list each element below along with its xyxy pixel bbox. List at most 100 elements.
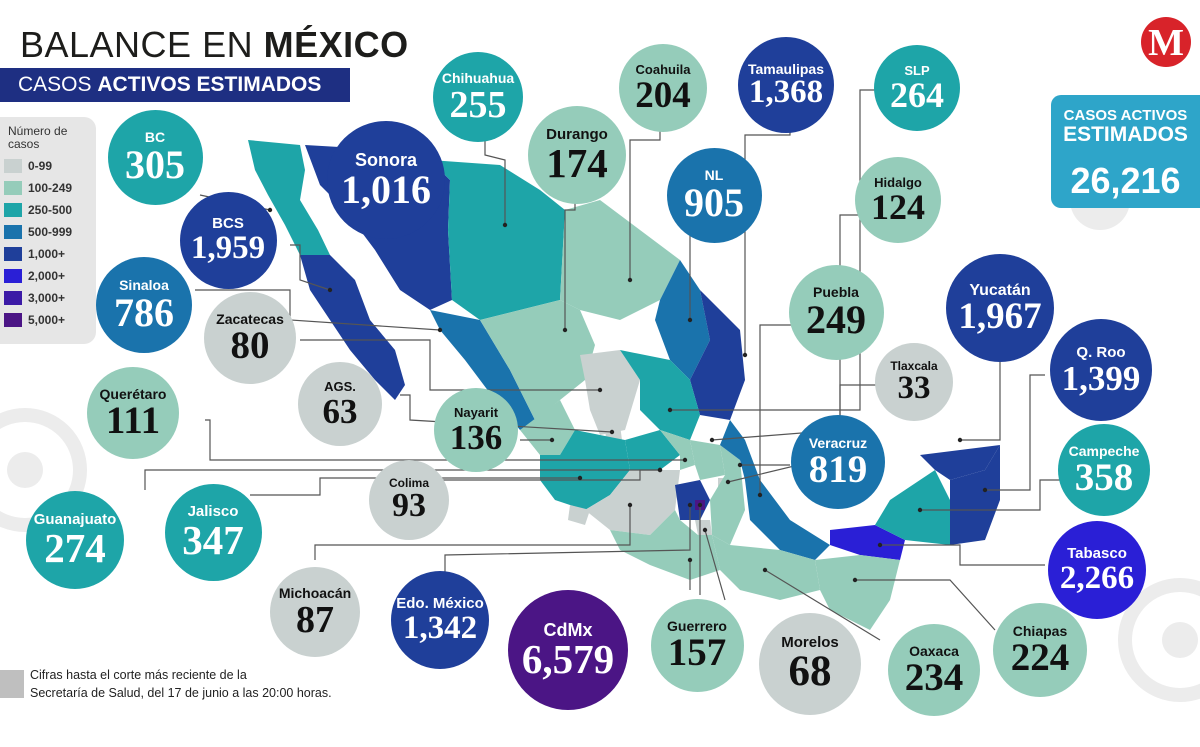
- legend-swatch: [4, 269, 22, 283]
- leader-dot: [627, 277, 633, 283]
- state-name: Guerrero: [667, 617, 727, 634]
- leader-line-yucatan: [960, 335, 1001, 441]
- state-value: 786: [114, 289, 174, 335]
- state-value: 1,342: [402, 609, 478, 646]
- state-bubble-coahuila: Coahuila 204: [619, 44, 707, 132]
- leader-line-michoacan: [314, 505, 631, 560]
- state-bubble-durango: Durango 174: [528, 106, 626, 204]
- state-value: 358: [1074, 456, 1134, 500]
- legend-label: 250-500: [28, 203, 73, 217]
- legend-title: Número de casos: [8, 124, 68, 151]
- state-name: Tlaxcala: [890, 358, 938, 373]
- state-name: Tabasco: [1067, 545, 1127, 563]
- state-bubble-nayarit: Nayarit 136: [434, 388, 518, 472]
- state-name: Querétaro: [99, 385, 167, 402]
- state-shape-chihuahua: [430, 160, 565, 320]
- leader-line-durango: [564, 185, 576, 330]
- state-name: Yucatán: [969, 281, 1031, 299]
- leader-line-jalisco: [250, 477, 580, 496]
- leader-dot: [737, 462, 743, 468]
- state-value: 93: [392, 487, 426, 525]
- state-name: Chiapas: [1012, 622, 1068, 639]
- leader-line-zacatecas: [300, 339, 600, 391]
- state-value: 1,967: [958, 296, 1042, 338]
- leader-dot: [502, 222, 508, 228]
- legend-item: 2,000+: [4, 269, 96, 283]
- leader-line-oaxaca: [764, 569, 881, 641]
- leader-dot: [957, 437, 963, 443]
- state-value: 124: [871, 187, 925, 228]
- state-name: Nayarit: [453, 405, 499, 421]
- state-bubble-michoacan: Michoacán 87: [270, 567, 360, 657]
- legend-swatch: [4, 181, 22, 195]
- state-name: CdMx: [543, 619, 593, 640]
- state-shape-campeche: [875, 470, 950, 545]
- state-value: 249: [806, 296, 866, 342]
- leader-line-edomex: [444, 505, 691, 580]
- state-name: Chihuahua: [441, 70, 515, 87]
- leader-line-bcs: [290, 244, 331, 291]
- state-name: Morelos: [781, 634, 839, 652]
- state-bubble-chihuahua: Chihuahua 255: [433, 52, 523, 142]
- state-name: Coahuila: [635, 62, 691, 78]
- total-label-line2: ESTIMADOS: [1063, 123, 1188, 146]
- leader-dot: [667, 407, 673, 413]
- leader-dot: [627, 502, 633, 508]
- legend-item: 0-99: [4, 159, 96, 173]
- leader-line-veracruz: [759, 464, 790, 495]
- leader-dot: [267, 207, 273, 213]
- total-value: 26,216: [1070, 160, 1181, 201]
- leader-line-tabasco: [880, 544, 1045, 566]
- state-shape-bcs: [300, 255, 405, 400]
- state-shape-zacatecas: [580, 350, 640, 435]
- state-shape-tabasco: [830, 525, 905, 560]
- leader-dot: [852, 577, 858, 583]
- subtitle-light: CASOS: [18, 73, 98, 96]
- state-shape-yucatan: [920, 445, 1000, 480]
- state-name: BCS: [212, 215, 244, 233]
- note-marker: [0, 670, 24, 698]
- state-value: 274: [44, 524, 106, 571]
- state-name: Guanajuato: [33, 511, 117, 529]
- state-bubble-zacatecas: Zacatecas 80: [204, 292, 296, 384]
- title-bold: MÉXICO: [263, 24, 409, 65]
- leader-dot: [757, 492, 763, 498]
- state-name: Oaxaca: [909, 642, 959, 659]
- legend-rows: 0-99 100-249 250-500 500-999 1,000+ 2,000+ 3,0…: [0, 159, 96, 327]
- total-box: CASOS ACTIVOS ESTIMADOS 26,216: [1051, 95, 1200, 208]
- state-shape-nl: [655, 260, 710, 380]
- state-shape-tamaulipas: [690, 290, 745, 420]
- legend-item: 250-500: [4, 203, 96, 217]
- leader-line-tamaulipas: [744, 115, 791, 355]
- state-bubble-morelos: Morelos 68: [759, 613, 861, 715]
- state-bubble-hidalgo: Hidalgo 124: [855, 157, 941, 243]
- leader-line-campeche: [920, 479, 1060, 511]
- state-bubble-edomex: Edo. México 1,342: [391, 571, 489, 669]
- leader-line-puebla: [740, 324, 795, 466]
- state-name: Jalisco: [187, 503, 239, 521]
- leader-dot: [702, 527, 708, 533]
- leader-dot: [327, 287, 333, 293]
- state-shape-guerrero: [610, 510, 720, 580]
- state-value: 80: [230, 324, 270, 368]
- state-value: 819: [808, 448, 868, 492]
- state-shape-morelos: [695, 520, 712, 535]
- leader-dot: [687, 317, 693, 323]
- state-bubble-nl: NL 905: [666, 147, 762, 243]
- leader-dot: [709, 437, 715, 443]
- state-bubble-yucatan: Yucatán 1,967: [946, 254, 1054, 362]
- state-value: 264: [890, 75, 944, 116]
- total-label-line1: CASOS ACTIVOS: [1063, 107, 1188, 124]
- state-bubble-ags: AGS. 63: [298, 362, 382, 446]
- legend-label: 1,000+: [28, 247, 66, 261]
- state-shape-colima: [568, 505, 590, 525]
- leader-dot: [657, 467, 663, 473]
- state-value: 224: [1010, 636, 1070, 680]
- state-value: 1,368: [748, 74, 824, 111]
- state-value: 2,266: [1059, 559, 1135, 596]
- leader-dot: [687, 557, 693, 563]
- state-value: 157: [667, 631, 727, 675]
- legend-label: 500-999: [28, 225, 73, 239]
- state-name: SLP: [904, 62, 930, 78]
